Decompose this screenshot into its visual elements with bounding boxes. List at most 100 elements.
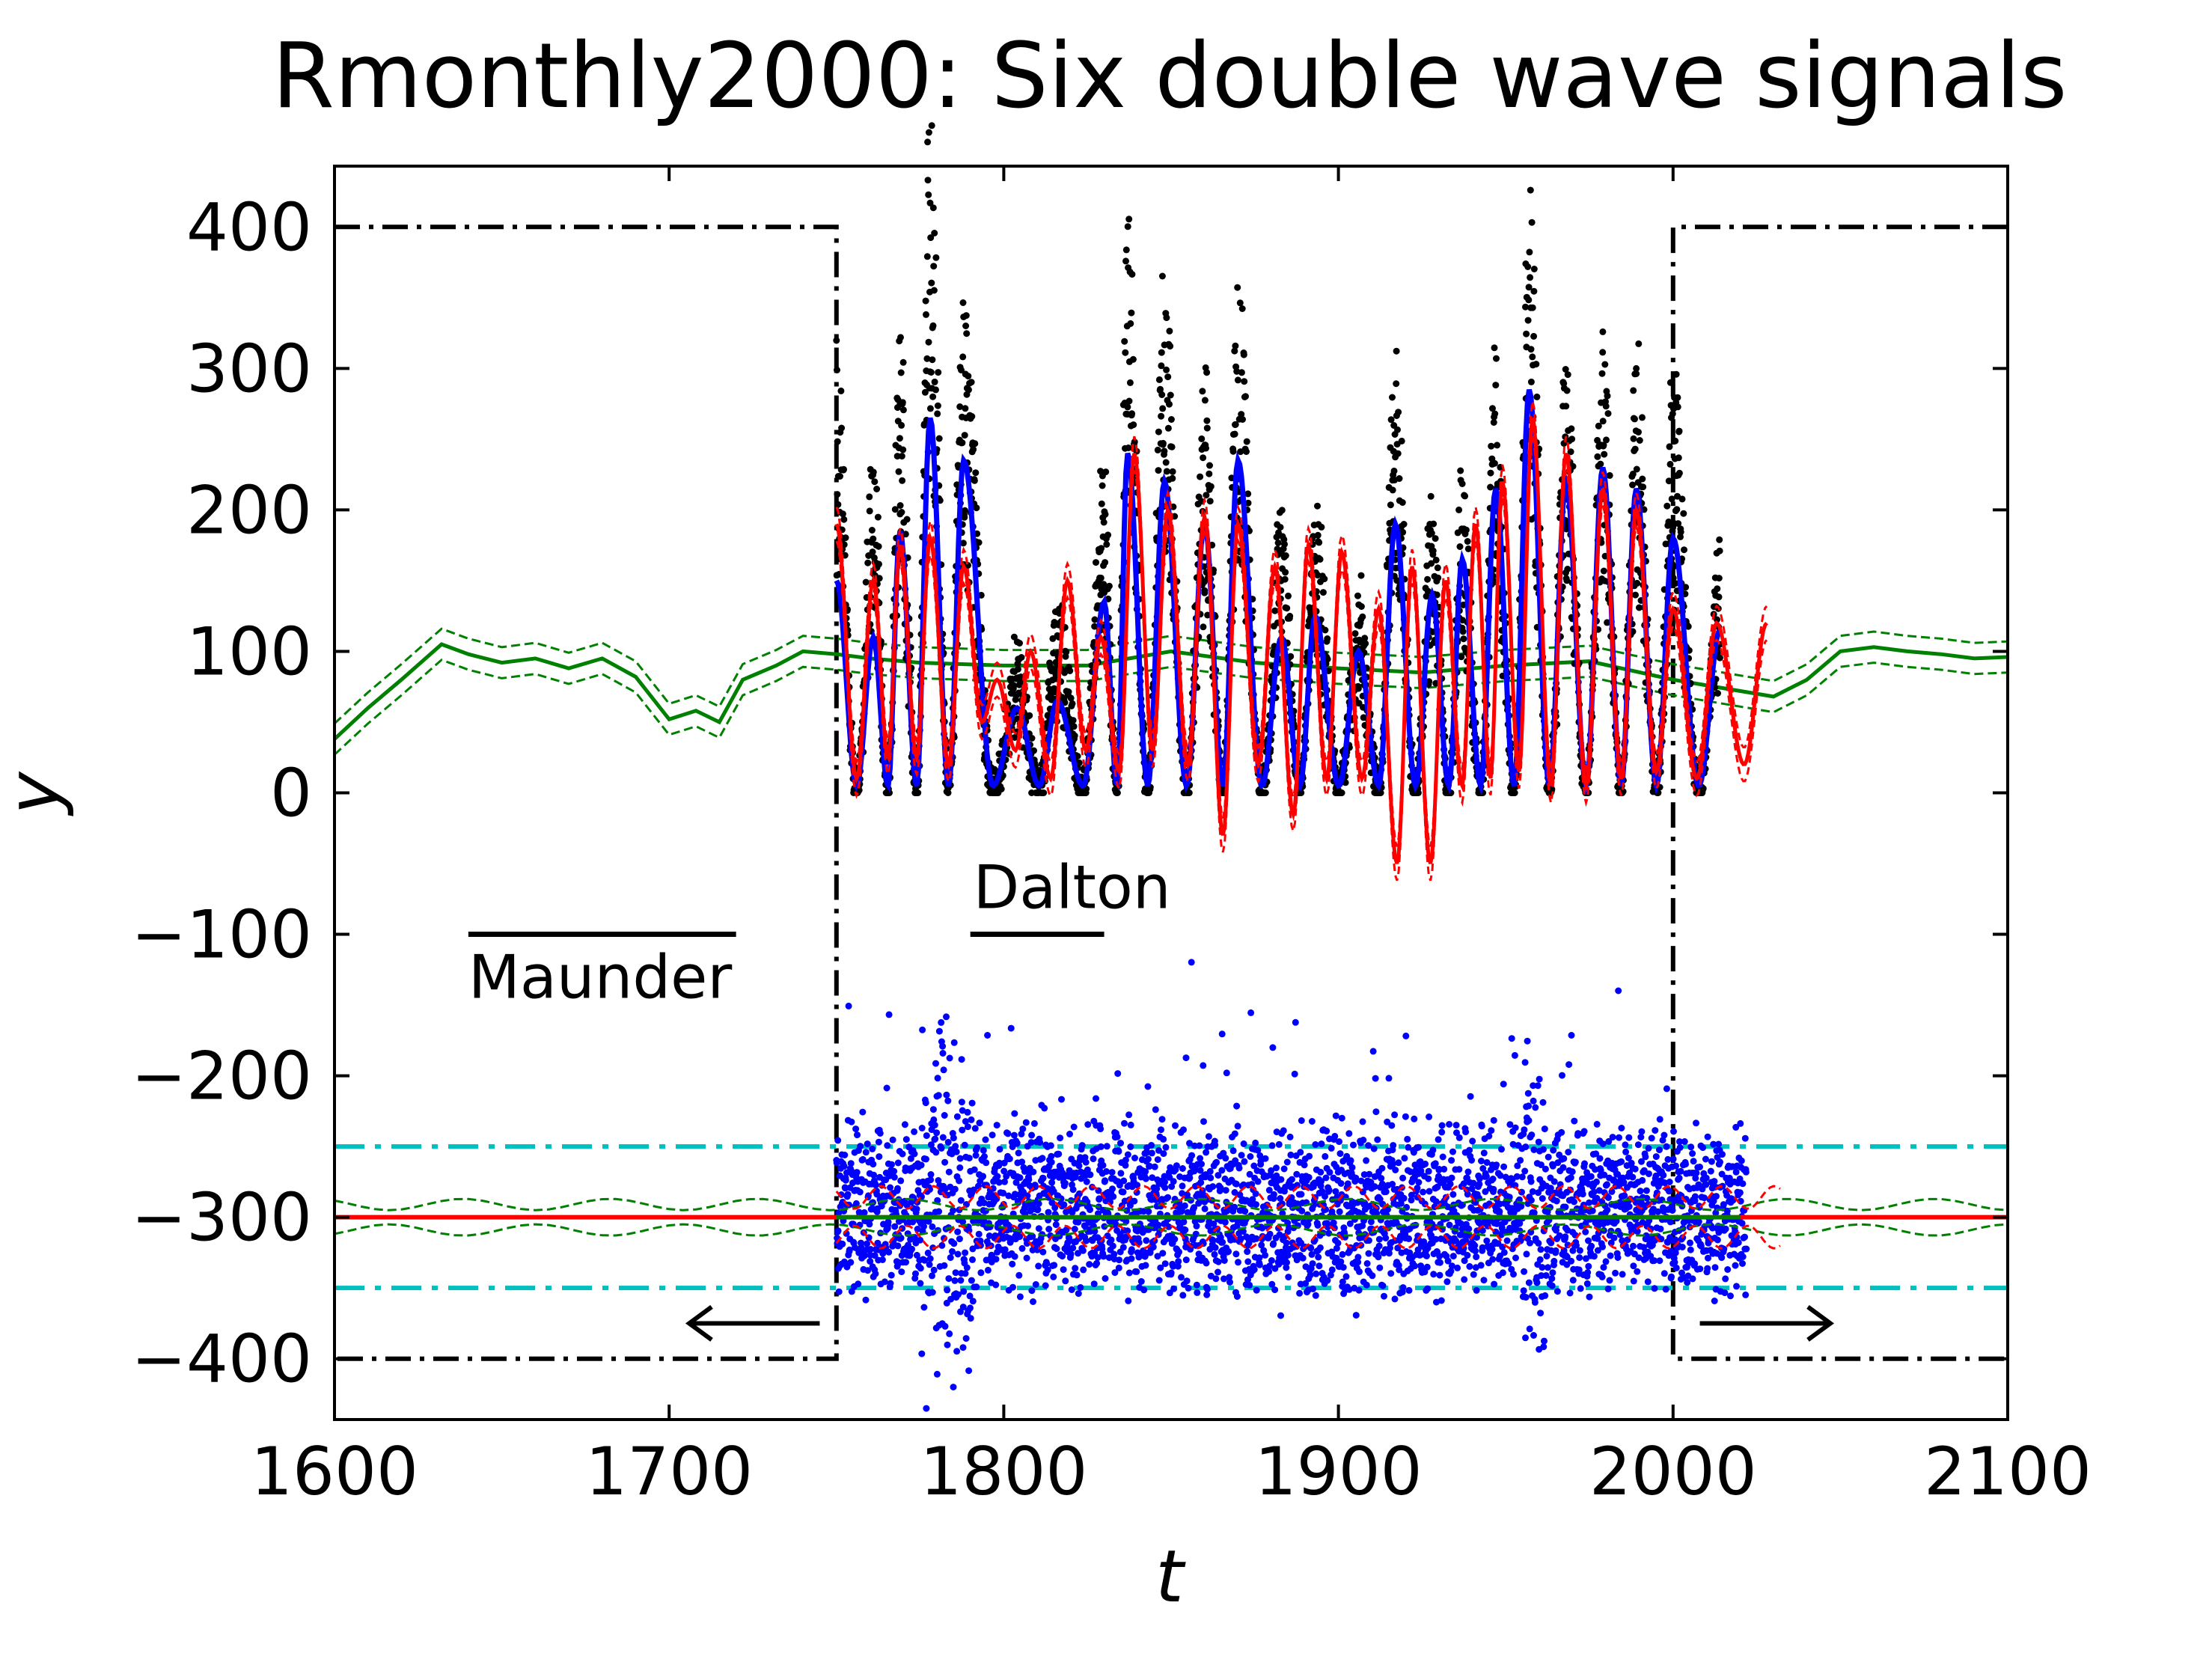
residual-point [876,1153,883,1161]
data-point [866,493,873,501]
residual-point [839,1240,846,1247]
data-point [975,539,983,546]
data-point [1461,492,1469,500]
data-point [834,501,842,508]
data-point [864,559,872,566]
data-point [1564,371,1571,379]
data-point [923,355,931,362]
residual-point [963,1264,971,1271]
residual-point [902,1136,910,1143]
residual-point [1133,1268,1140,1275]
residual-point [1211,1250,1218,1258]
residual-point [941,1112,948,1119]
residual-point [1179,1292,1187,1299]
residual-point [1203,1259,1210,1267]
residual-point [1298,1191,1305,1198]
data-point [1069,717,1077,724]
residual-point [964,1123,971,1131]
residual-point [1305,1173,1313,1181]
data-point [1528,219,1536,226]
data-point [1163,366,1170,373]
residual-point [1244,1248,1251,1256]
data-point [923,311,929,318]
residual-point [1253,1201,1259,1209]
data-point [1677,528,1684,536]
data-point [1672,370,1680,378]
data-point [1494,442,1501,449]
residual-point [981,1153,988,1160]
data-point [1715,575,1723,582]
residual-point [956,1235,963,1243]
residual-point [945,1275,953,1283]
residual-point [931,1122,938,1128]
data-point [1201,587,1209,594]
residual-point [940,1066,947,1074]
data-point [1393,380,1400,388]
residual-point [950,1384,957,1391]
residual-point [1062,1277,1069,1285]
residual-point [1182,1054,1190,1062]
data-point [932,254,940,261]
residual-point [920,1304,928,1311]
data-point [962,323,970,329]
residual-point [1022,1119,1030,1126]
residual-point [1117,1140,1124,1147]
residual-point [872,1270,879,1277]
residual-point [1273,1164,1280,1172]
residual-point [957,1277,965,1284]
residual-point [1086,1261,1093,1268]
data-point [1529,353,1536,361]
data-point [873,486,881,492]
data-point [1155,428,1162,436]
data-point [1564,566,1571,572]
residual-point [941,1262,948,1269]
data-point [1354,592,1361,599]
residual-point [994,1173,1001,1180]
residual-point [1068,1286,1075,1293]
data-point [1232,342,1239,349]
residual-point [1015,1271,1023,1279]
residual-point [1115,1148,1122,1155]
residual-point [952,1143,959,1150]
residual-point [859,1108,867,1116]
data-point [930,287,938,294]
data-point [1155,467,1162,474]
residual-point [1160,1135,1167,1143]
residual-point [1203,1149,1210,1156]
residual-point [1218,1030,1226,1038]
data-point [1238,305,1246,312]
data-point [929,204,937,212]
residual-point [1124,1151,1131,1158]
residual-point [929,1106,937,1113]
data-point [1166,400,1173,408]
residual-point [1160,1150,1167,1158]
residual-point [944,1286,951,1294]
data-point [1600,567,1607,575]
residual-point [1047,1142,1054,1149]
data-point [868,527,876,534]
data-point [956,403,964,410]
residual-point [1173,1162,1180,1170]
residual-point [1093,1259,1101,1267]
data-point [962,312,970,320]
data-point [926,199,934,207]
residual-point [876,1130,884,1137]
residual-point [1299,1254,1307,1262]
residual-point [969,1298,977,1305]
data-point [833,337,840,344]
residual-point [1035,1200,1042,1208]
data-point [997,786,1005,792]
residual-point [935,1092,942,1099]
data-point [1100,581,1107,588]
residual-point [983,1159,990,1167]
data-point [1051,685,1058,692]
data-point [1099,482,1106,489]
data-point [929,322,937,329]
residual-point [1103,1168,1110,1175]
residual-point [1194,1289,1201,1296]
data-point [1016,640,1023,647]
residual-point [1035,1225,1042,1232]
residual-point [1072,1265,1079,1272]
data-point [1434,564,1441,572]
data-point [924,138,932,146]
